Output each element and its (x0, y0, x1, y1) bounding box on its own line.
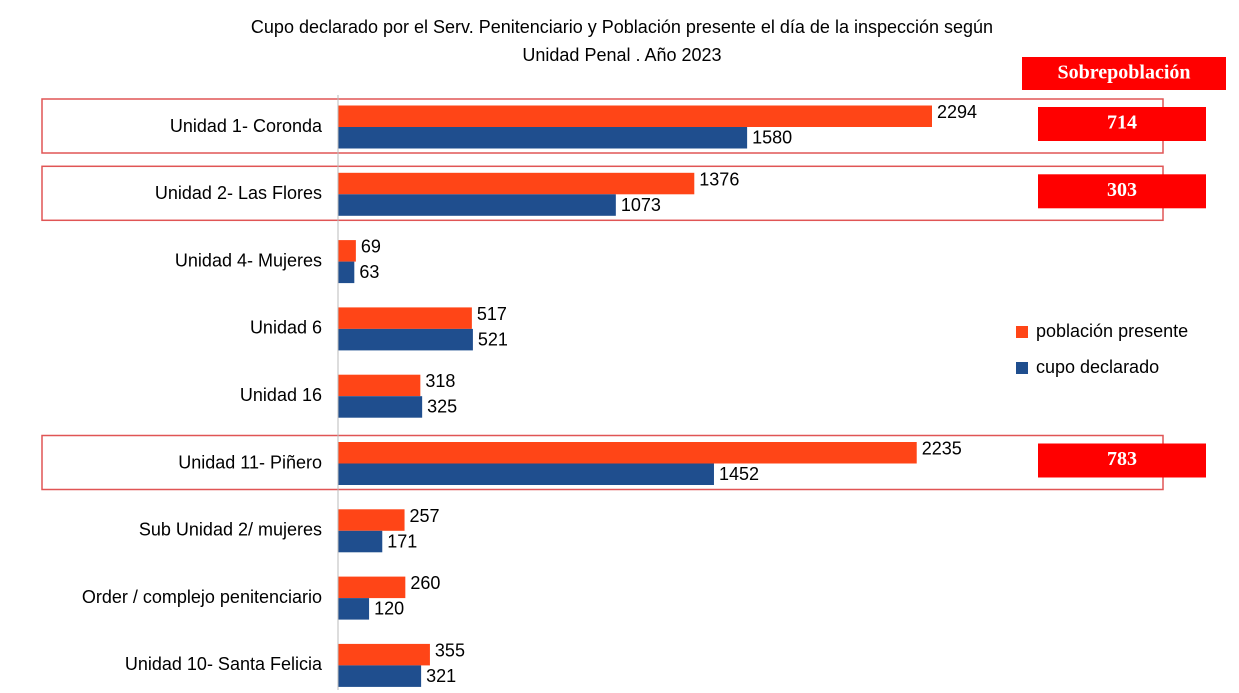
y-tick-label: Unidad 1- Coronda (170, 116, 323, 136)
data-label: 318 (425, 371, 455, 391)
bar (338, 240, 356, 262)
data-label: 321 (426, 666, 456, 686)
data-label: 63 (359, 262, 379, 282)
bar (338, 307, 472, 329)
data-label: 2235 (922, 439, 962, 459)
bar (338, 576, 406, 599)
data-label: 521 (478, 329, 508, 349)
data-label: 2294 (937, 102, 977, 122)
bar (338, 172, 695, 195)
bar (338, 442, 917, 464)
bar (338, 374, 421, 397)
data-label: 69 (361, 237, 381, 257)
data-label: 517 (477, 304, 507, 324)
bar (338, 194, 616, 216)
overpopulation-box (1038, 174, 1206, 209)
data-label: 257 (410, 506, 440, 526)
overpopulation-box (1038, 107, 1206, 141)
bar (338, 396, 423, 418)
data-label: 1073 (621, 195, 661, 215)
data-label: 171 (387, 531, 417, 551)
data-label: 355 (435, 640, 465, 660)
overpopulation-header: Sobrepoblación (1058, 62, 1191, 84)
bar (338, 643, 430, 666)
bar (338, 328, 473, 351)
legend-label: cupo declarado (1036, 357, 1159, 377)
overpopulation-value: 303 (1107, 179, 1137, 201)
data-label: 120 (374, 599, 404, 619)
overpopulation-value: 783 (1107, 448, 1137, 470)
overpopulation-value: 714 (1107, 112, 1137, 134)
overpopulation-box (1038, 443, 1206, 478)
bar (338, 665, 422, 687)
bar (338, 127, 748, 149)
chart-title: Unidad Penal . Año 2023 (522, 45, 721, 65)
bar (338, 530, 383, 553)
y-tick-label: Unidad 4- Mujeres (175, 250, 322, 270)
y-tick-label: Unidad 10- Santa Felicia (125, 654, 323, 674)
bar (338, 463, 714, 485)
y-tick-label: Order / complejo penitenciario (82, 587, 322, 607)
y-tick-label: Unidad 2- Las Flores (155, 183, 322, 203)
legend-label: población presente (1036, 321, 1188, 341)
bar (338, 598, 370, 620)
chart-title: Cupo declarado por el Serv. Penitenciari… (251, 17, 993, 37)
data-label: 1452 (719, 464, 759, 484)
y-tick-label: Sub Unidad 2/ mujeres (139, 520, 322, 540)
data-label: 1376 (699, 169, 739, 189)
bar (338, 105, 932, 127)
data-label: 325 (427, 397, 457, 417)
legend-swatch (1016, 362, 1028, 374)
overpopulation-header-box (1022, 57, 1226, 90)
data-label: 260 (410, 573, 440, 593)
bar (338, 261, 355, 284)
y-tick-label: Unidad 11- Piñero (178, 452, 322, 472)
data-label: 1580 (752, 128, 792, 148)
y-tick-label: Unidad 16 (240, 385, 322, 405)
y-tick-label: Unidad 6 (250, 318, 322, 338)
legend-swatch (1016, 326, 1028, 338)
bar (338, 509, 405, 531)
